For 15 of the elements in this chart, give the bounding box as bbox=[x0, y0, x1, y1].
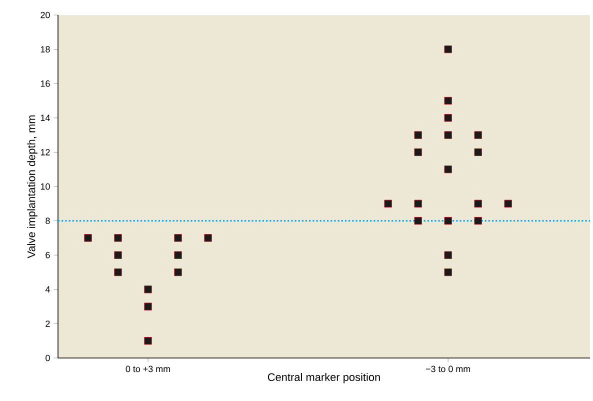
y-tick-label: 20 bbox=[40, 12, 50, 18]
y-tick-label: 16 bbox=[40, 80, 50, 87]
y-tick-label: 4 bbox=[45, 286, 50, 292]
y-tick-label: 6 bbox=[46, 252, 50, 258]
y-tick-label: 14 bbox=[40, 114, 50, 121]
x-axis-title: Central marker position bbox=[268, 372, 380, 384]
x-tick-label: −3 to 0 mm bbox=[426, 366, 470, 372]
x-tick-label: 0 to +3 mm bbox=[126, 366, 170, 372]
y-tick-label: 8 bbox=[46, 218, 50, 224]
y-axis-title: Valve implantation depth, mm bbox=[27, 115, 38, 258]
y-tick-label: 2 bbox=[46, 320, 50, 327]
y-tick-label: 0 bbox=[46, 354, 50, 362]
y-tick-label: 12 bbox=[40, 149, 50, 156]
y-tick-label: 10 bbox=[40, 183, 50, 190]
y-tick-label: 18 bbox=[40, 46, 50, 52]
